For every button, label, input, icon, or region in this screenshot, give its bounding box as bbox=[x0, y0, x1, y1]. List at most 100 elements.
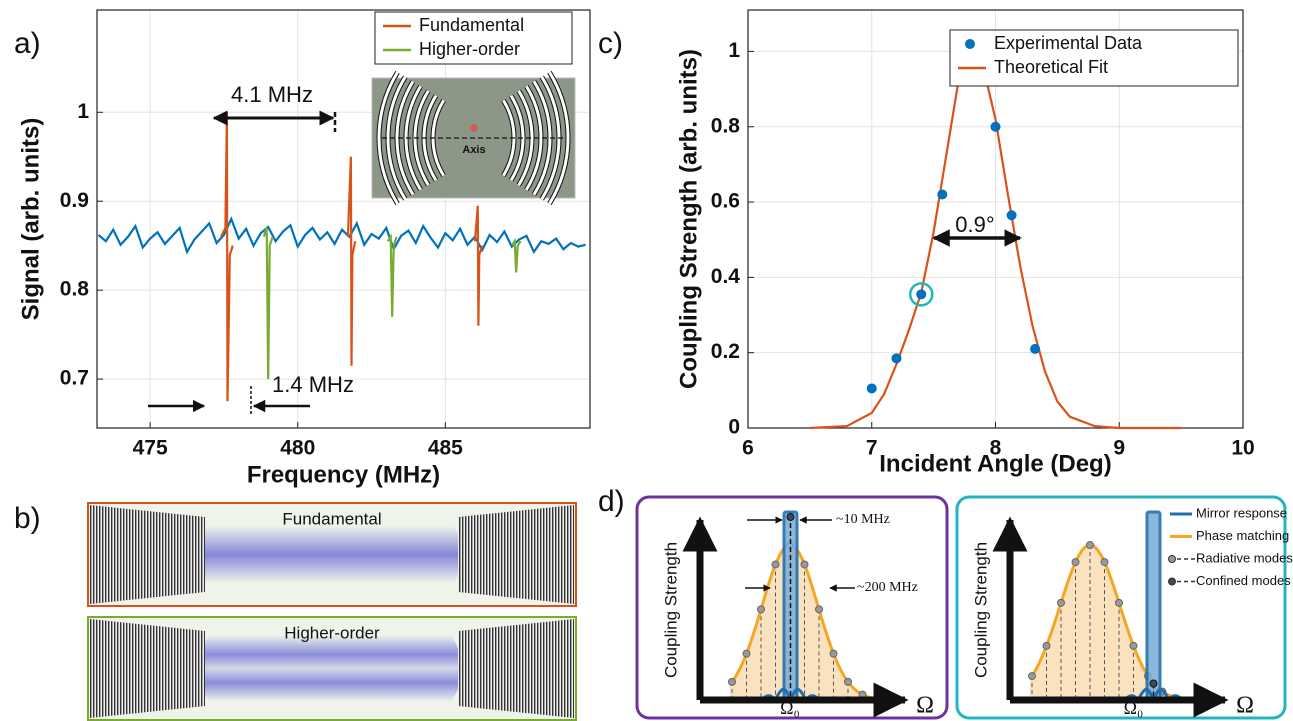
y-tick-label: 0.7 bbox=[60, 367, 89, 390]
grating-arc bbox=[386, 76, 407, 200]
grating-arc bbox=[377, 71, 399, 205]
x-tick-label: 485 bbox=[428, 437, 463, 460]
grating-arc bbox=[525, 85, 543, 191]
data-point bbox=[916, 289, 927, 300]
radiative-mode bbox=[815, 605, 823, 614]
inset-label: Axis bbox=[462, 144, 485, 156]
radiative-mode bbox=[1086, 541, 1094, 549]
y-tick-label: 0.2 bbox=[711, 340, 740, 363]
legend-box bbox=[374, 11, 573, 65]
radiative-mode bbox=[844, 677, 852, 686]
radiative-mode bbox=[742, 649, 751, 658]
x-tick-label: 10 bbox=[1231, 437, 1254, 460]
confined-mode bbox=[786, 513, 795, 521]
annotation: 4.1 MHz bbox=[231, 82, 313, 107]
x-tick-label: 7 bbox=[866, 437, 878, 460]
mode-label: Higher-order bbox=[284, 623, 380, 642]
data-point bbox=[866, 383, 877, 394]
radiative-mode bbox=[1100, 558, 1109, 567]
x-axis-label: Frequency (MHz) bbox=[247, 461, 440, 488]
mirror-response bbox=[1145, 510, 1162, 702]
y-tick-label: 0.9 bbox=[60, 189, 89, 212]
data-point bbox=[891, 353, 902, 364]
phase-matching bbox=[730, 545, 875, 700]
y-tick-label: 0.8 bbox=[711, 114, 741, 137]
radiative-mode bbox=[757, 605, 765, 614]
panel-label: d) bbox=[598, 485, 625, 518]
legend-label: Theoretical Fit bbox=[994, 57, 1108, 77]
x-axis-symbol: Ω bbox=[916, 693, 934, 719]
mode-spot bbox=[470, 124, 478, 132]
highlight-ring bbox=[909, 282, 934, 307]
x-tick-label: 475 bbox=[133, 437, 168, 460]
confined-mode bbox=[1149, 679, 1158, 688]
radiative-mode bbox=[728, 677, 736, 686]
y-tick-label: 1 bbox=[728, 39, 740, 62]
legend-label: Experimental Data bbox=[994, 33, 1143, 53]
grating-arc bbox=[517, 90, 534, 186]
panel-label: b) bbox=[14, 502, 41, 535]
radiative-mode bbox=[1028, 672, 1036, 681]
panel-label: a) bbox=[14, 27, 41, 60]
x-tick-label: 6 bbox=[742, 437, 754, 460]
data-line bbox=[97, 216, 586, 255]
panel-label: c) bbox=[598, 27, 623, 60]
radiative-mode bbox=[1129, 641, 1138, 650]
y-tick-label: 0.6 bbox=[711, 190, 740, 213]
data-line bbox=[262, 227, 522, 380]
mirror bbox=[90, 505, 205, 604]
radiative-mode bbox=[1071, 558, 1080, 567]
annotation: 0.9° bbox=[955, 212, 994, 237]
grating-arc bbox=[395, 80, 415, 196]
y-tick-label: 0 bbox=[728, 416, 740, 439]
mirror bbox=[90, 619, 205, 718]
x-axis-symbol: Ω bbox=[1236, 693, 1254, 719]
y-axis-label: Signal (arb. units) bbox=[17, 118, 44, 321]
annotation: ~10 MHz bbox=[836, 512, 890, 527]
y-axis-label: Coupling Strength bbox=[971, 542, 990, 678]
legend-swatch bbox=[1168, 577, 1176, 586]
data-point bbox=[990, 121, 1001, 132]
data-line bbox=[220, 112, 484, 402]
data-point bbox=[1006, 210, 1017, 221]
data-point bbox=[937, 189, 948, 200]
radiative-mode bbox=[771, 560, 780, 569]
center-label: Ω₀ bbox=[780, 698, 800, 718]
plot-frame bbox=[96, 9, 591, 429]
mirror bbox=[458, 619, 574, 718]
y-axis-label: Coupling Strength bbox=[661, 542, 680, 678]
y-tick-label: 0.8 bbox=[60, 278, 90, 301]
x-tick-label: 9 bbox=[1113, 437, 1125, 460]
grating-arc bbox=[548, 71, 570, 205]
mode-label: Fundamental bbox=[282, 509, 381, 528]
y-tick-label: 1 bbox=[77, 100, 89, 123]
legend-box bbox=[949, 29, 1239, 87]
radiative-mode bbox=[1057, 598, 1065, 607]
radiative-mode bbox=[829, 649, 838, 658]
legend-swatch bbox=[1168, 555, 1176, 563]
mode-field bbox=[200, 621, 460, 716]
x-tick-label: 480 bbox=[280, 437, 315, 460]
y-tick-label: 0.4 bbox=[711, 265, 741, 288]
mode-field bbox=[200, 507, 460, 602]
legend-label: Fundamental bbox=[419, 15, 524, 35]
radiative-mode bbox=[1042, 641, 1051, 650]
legend-label: Higher-order bbox=[419, 39, 520, 59]
legend-label: Confined modes bbox=[1196, 573, 1291, 588]
annotation: ~200 MHz bbox=[857, 580, 918, 595]
legend-label: Phase matching bbox=[1196, 528, 1289, 543]
x-tick-label: 8 bbox=[990, 437, 1002, 460]
grating-arc bbox=[404, 85, 422, 191]
y-axis-label: Coupling Strength (arb. units) bbox=[675, 49, 702, 389]
radiative-mode bbox=[800, 560, 809, 569]
radiative-mode bbox=[1115, 598, 1123, 607]
data-point bbox=[1030, 343, 1041, 354]
legend-label: Mirror response bbox=[1196, 505, 1287, 520]
center-label: Ω₀ bbox=[1124, 698, 1144, 718]
plot-frame bbox=[747, 9, 1244, 429]
mirror bbox=[458, 505, 574, 604]
legend-label: Radiative modes bbox=[1196, 550, 1293, 565]
annotation: 1.4 MHz bbox=[272, 372, 354, 397]
plot-area bbox=[97, 10, 590, 428]
